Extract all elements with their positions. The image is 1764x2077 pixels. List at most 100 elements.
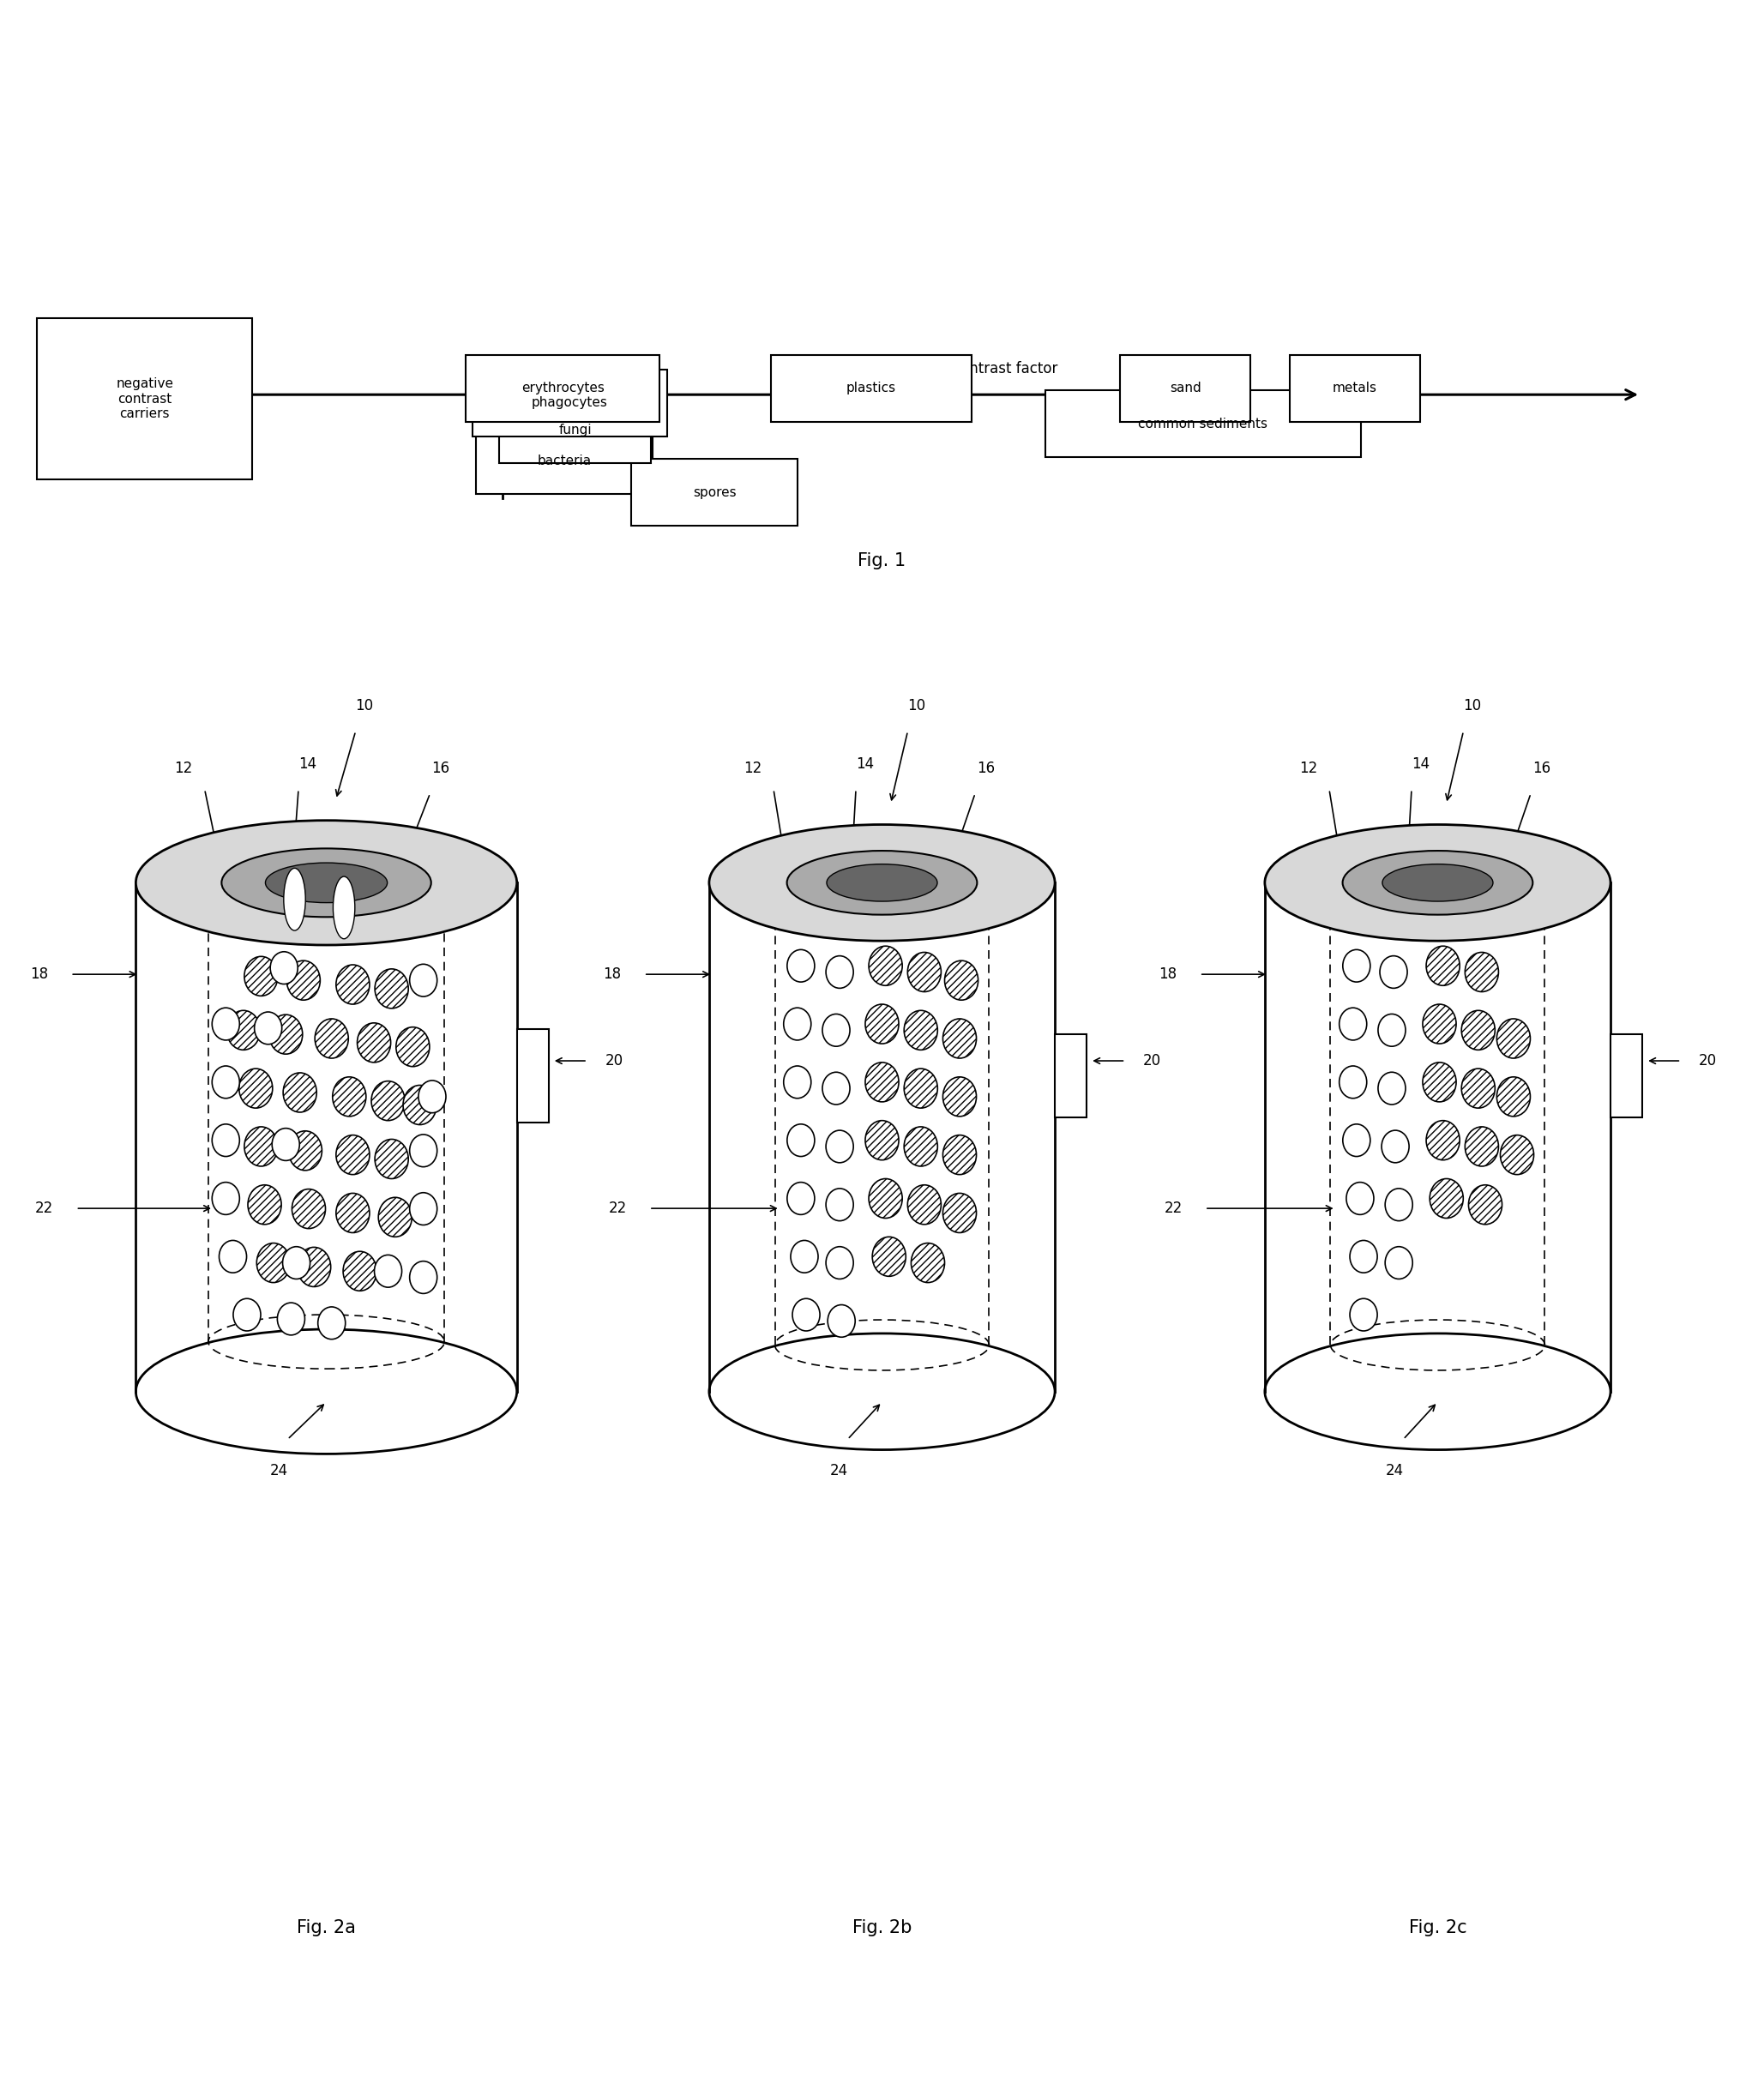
- Ellipse shape: [372, 1082, 404, 1122]
- Ellipse shape: [212, 1124, 240, 1157]
- Text: 24: 24: [270, 1462, 288, 1479]
- Ellipse shape: [826, 1188, 854, 1221]
- Ellipse shape: [864, 1122, 898, 1159]
- Ellipse shape: [270, 1016, 303, 1055]
- Text: plastics: plastics: [847, 382, 896, 395]
- Text: 10: 10: [355, 698, 374, 714]
- Ellipse shape: [910, 1242, 946, 1282]
- Ellipse shape: [212, 1066, 240, 1099]
- FancyBboxPatch shape: [771, 355, 972, 422]
- Ellipse shape: [1381, 1130, 1409, 1163]
- Ellipse shape: [286, 960, 319, 1001]
- Ellipse shape: [905, 1126, 938, 1167]
- Ellipse shape: [787, 1182, 815, 1215]
- Ellipse shape: [787, 949, 815, 982]
- Text: Fig. 2a: Fig. 2a: [296, 1919, 356, 1936]
- Text: common sediments: common sediments: [1138, 417, 1268, 430]
- Ellipse shape: [136, 1329, 517, 1454]
- Bar: [1611, 1034, 1642, 1117]
- Text: 14: 14: [1411, 756, 1429, 773]
- FancyBboxPatch shape: [632, 459, 797, 525]
- Ellipse shape: [409, 1261, 437, 1294]
- Ellipse shape: [783, 1066, 811, 1099]
- Text: 18: 18: [603, 966, 621, 982]
- Ellipse shape: [228, 1009, 261, 1051]
- Ellipse shape: [136, 820, 517, 945]
- Ellipse shape: [1464, 951, 1498, 991]
- Ellipse shape: [379, 1196, 413, 1238]
- Ellipse shape: [337, 1134, 370, 1176]
- Ellipse shape: [356, 1024, 390, 1063]
- Text: phagocytes: phagocytes: [531, 397, 609, 409]
- Ellipse shape: [395, 1028, 430, 1068]
- Ellipse shape: [1468, 1184, 1501, 1225]
- Ellipse shape: [1379, 955, 1408, 989]
- Ellipse shape: [243, 955, 277, 997]
- Text: 12: 12: [743, 760, 762, 777]
- Bar: [517, 1030, 549, 1124]
- Text: 22: 22: [609, 1201, 626, 1217]
- Ellipse shape: [871, 1236, 907, 1275]
- Ellipse shape: [1464, 1126, 1498, 1167]
- Text: sand: sand: [1170, 382, 1201, 395]
- Ellipse shape: [337, 1192, 370, 1234]
- Text: 0: 0: [485, 361, 496, 376]
- Ellipse shape: [826, 955, 854, 989]
- Ellipse shape: [1346, 1182, 1374, 1215]
- Ellipse shape: [1342, 852, 1533, 914]
- Text: 12: 12: [1298, 760, 1318, 777]
- Ellipse shape: [291, 1188, 325, 1230]
- Ellipse shape: [864, 1063, 898, 1103]
- Ellipse shape: [822, 1014, 850, 1047]
- Ellipse shape: [409, 1192, 437, 1225]
- Ellipse shape: [418, 1080, 446, 1113]
- Ellipse shape: [282, 1246, 310, 1279]
- Ellipse shape: [1378, 1014, 1406, 1047]
- Ellipse shape: [864, 1005, 898, 1045]
- Ellipse shape: [1349, 1240, 1378, 1273]
- Ellipse shape: [243, 1126, 277, 1167]
- Ellipse shape: [332, 1076, 367, 1117]
- Ellipse shape: [277, 1302, 305, 1336]
- FancyBboxPatch shape: [37, 318, 252, 480]
- Ellipse shape: [1496, 1076, 1529, 1117]
- Text: 10: 10: [907, 698, 926, 714]
- Ellipse shape: [374, 1255, 402, 1288]
- Ellipse shape: [822, 1072, 850, 1105]
- FancyBboxPatch shape: [1044, 390, 1362, 457]
- Ellipse shape: [1265, 825, 1611, 941]
- Text: 20: 20: [1699, 1053, 1716, 1068]
- Ellipse shape: [272, 1128, 300, 1161]
- Ellipse shape: [240, 1070, 272, 1109]
- Ellipse shape: [318, 1306, 346, 1340]
- Ellipse shape: [1425, 1122, 1461, 1159]
- Text: negative
contrast
carriers: negative contrast carriers: [116, 378, 173, 420]
- Ellipse shape: [1496, 1020, 1529, 1059]
- Text: 14: 14: [298, 756, 316, 773]
- FancyBboxPatch shape: [473, 370, 667, 436]
- Ellipse shape: [1461, 1070, 1494, 1109]
- Ellipse shape: [827, 1304, 856, 1338]
- Ellipse shape: [374, 968, 409, 1007]
- FancyBboxPatch shape: [476, 428, 653, 494]
- Ellipse shape: [942, 1192, 977, 1234]
- Ellipse shape: [314, 1020, 348, 1059]
- Polygon shape: [136, 883, 517, 1392]
- Ellipse shape: [783, 1007, 811, 1041]
- Ellipse shape: [222, 849, 430, 918]
- Ellipse shape: [868, 947, 903, 987]
- Ellipse shape: [946, 960, 977, 1001]
- Ellipse shape: [1499, 1134, 1533, 1176]
- Ellipse shape: [826, 1246, 854, 1279]
- Ellipse shape: [1378, 1072, 1406, 1105]
- Ellipse shape: [1349, 1298, 1378, 1331]
- Ellipse shape: [942, 1134, 977, 1176]
- Text: bacteria: bacteria: [538, 455, 591, 467]
- Ellipse shape: [282, 1072, 318, 1113]
- Ellipse shape: [409, 964, 437, 997]
- Text: fungi: fungi: [559, 424, 591, 436]
- Ellipse shape: [212, 1182, 240, 1215]
- Ellipse shape: [907, 1184, 942, 1225]
- Ellipse shape: [787, 1124, 815, 1157]
- Ellipse shape: [1339, 1007, 1367, 1041]
